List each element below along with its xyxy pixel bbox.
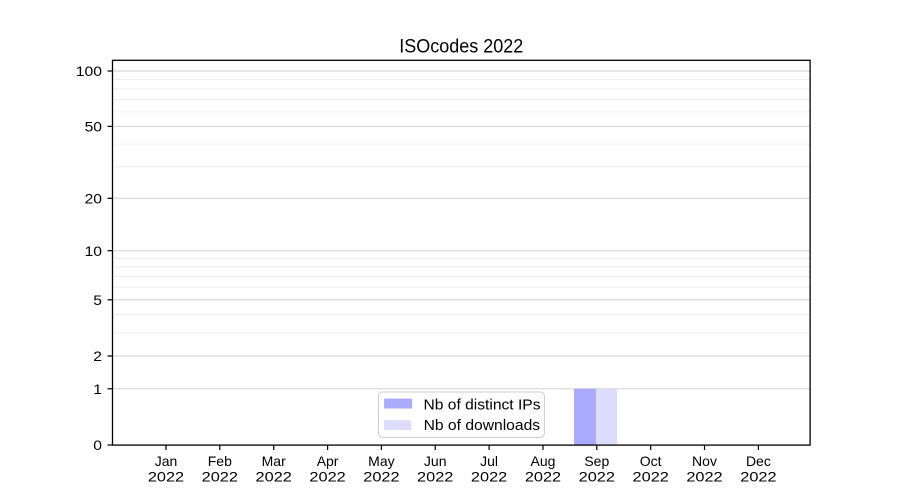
svg-text:100: 100 <box>76 63 102 79</box>
svg-text:Mar: Mar <box>262 453 286 469</box>
svg-text:2022: 2022 <box>202 468 239 484</box>
svg-text:Nov: Nov <box>692 453 717 469</box>
svg-text:2022: 2022 <box>148 468 185 484</box>
svg-text:20: 20 <box>85 190 103 206</box>
svg-text:50: 50 <box>85 119 103 135</box>
svg-text:Jan: Jan <box>155 453 178 469</box>
svg-text:2022: 2022 <box>471 468 508 484</box>
svg-text:2022: 2022 <box>579 468 616 484</box>
svg-text:May: May <box>368 453 394 469</box>
svg-text:ISOcodes 2022: ISOcodes 2022 <box>399 35 523 57</box>
svg-text:Aug: Aug <box>531 453 556 469</box>
svg-text:0: 0 <box>93 437 102 453</box>
svg-text:1: 1 <box>93 381 102 397</box>
svg-text:Apr: Apr <box>317 453 339 469</box>
svg-text:Feb: Feb <box>208 453 232 469</box>
svg-text:2022: 2022 <box>525 468 562 484</box>
svg-text:Jul: Jul <box>480 453 498 469</box>
svg-text:2022: 2022 <box>686 468 723 484</box>
svg-text:Nb of distinct IPs: Nb of distinct IPs <box>424 397 541 414</box>
svg-text:Jun: Jun <box>424 453 447 469</box>
svg-text:2022: 2022 <box>309 468 346 484</box>
svg-text:2022: 2022 <box>256 468 293 484</box>
svg-text:2022: 2022 <box>740 468 777 484</box>
svg-text:10: 10 <box>85 243 103 259</box>
svg-text:2022: 2022 <box>417 468 454 484</box>
svg-text:5: 5 <box>93 292 102 308</box>
svg-text:2: 2 <box>93 348 102 364</box>
svg-text:Sep: Sep <box>584 453 609 469</box>
svg-text:Oct: Oct <box>640 453 662 469</box>
svg-text:Dec: Dec <box>746 453 771 469</box>
svg-text:2022: 2022 <box>363 468 400 484</box>
svg-text:Nb of downloads: Nb of downloads <box>424 417 540 434</box>
svg-text:2022: 2022 <box>633 468 670 484</box>
